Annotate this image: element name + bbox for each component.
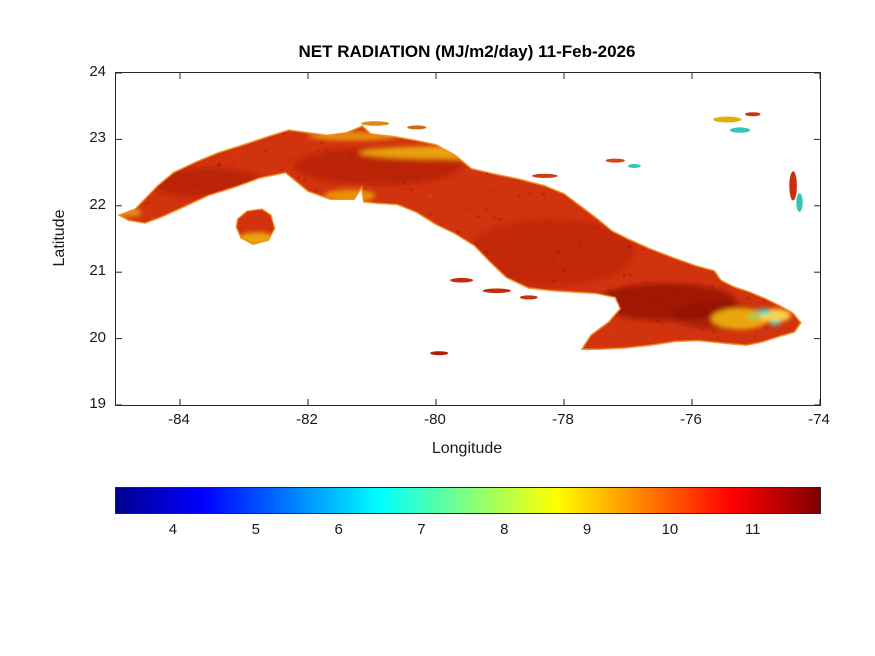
colorbar-tick-label: 7 — [417, 521, 426, 538]
chart-title: NET RADIATION (MJ/m2/day) 11-Feb-2026 — [298, 42, 636, 61]
axis-tick-marks — [116, 73, 820, 405]
x-tick-label: -82 — [296, 411, 318, 428]
x-axis-label: Longitude — [431, 440, 503, 457]
y-tick-label: 19 — [89, 395, 106, 412]
y-tick-label: 23 — [89, 129, 106, 147]
colorbar-tick-label: 9 — [582, 521, 592, 538]
x-tick-label: -76 — [680, 411, 702, 428]
cuba-radiation-map — [116, 73, 820, 405]
colorbar-tick-label: 8 — [500, 521, 509, 538]
colorbar-tick-label: 11 — [744, 521, 761, 538]
y-tick-label: 21 — [89, 262, 106, 280]
cuba-coastline — [117, 125, 802, 350]
y-tick-label: 20 — [89, 328, 106, 346]
colorbar-tick-label: 10 — [661, 521, 679, 538]
y-tick-label: 22 — [89, 195, 106, 213]
x-tick-label: -78 — [552, 411, 574, 428]
y-axis-label: Latitude — [51, 209, 68, 267]
colorbar-tick-label: 6 — [334, 521, 343, 538]
colorbar-tick-label: 5 — [251, 521, 260, 538]
colorbar-gradient — [115, 487, 821, 514]
plot-area — [115, 72, 821, 406]
x-tick-label: -80 — [424, 411, 446, 428]
y-tick-label: 24 — [89, 63, 106, 80]
isla-juventud-coastline — [235, 208, 276, 246]
x-tick-label: -74 — [808, 411, 830, 428]
x-tick-label: -84 — [168, 411, 190, 428]
colorbar-tick-label: 4 — [168, 521, 178, 538]
cays-and-islets — [361, 112, 803, 356]
